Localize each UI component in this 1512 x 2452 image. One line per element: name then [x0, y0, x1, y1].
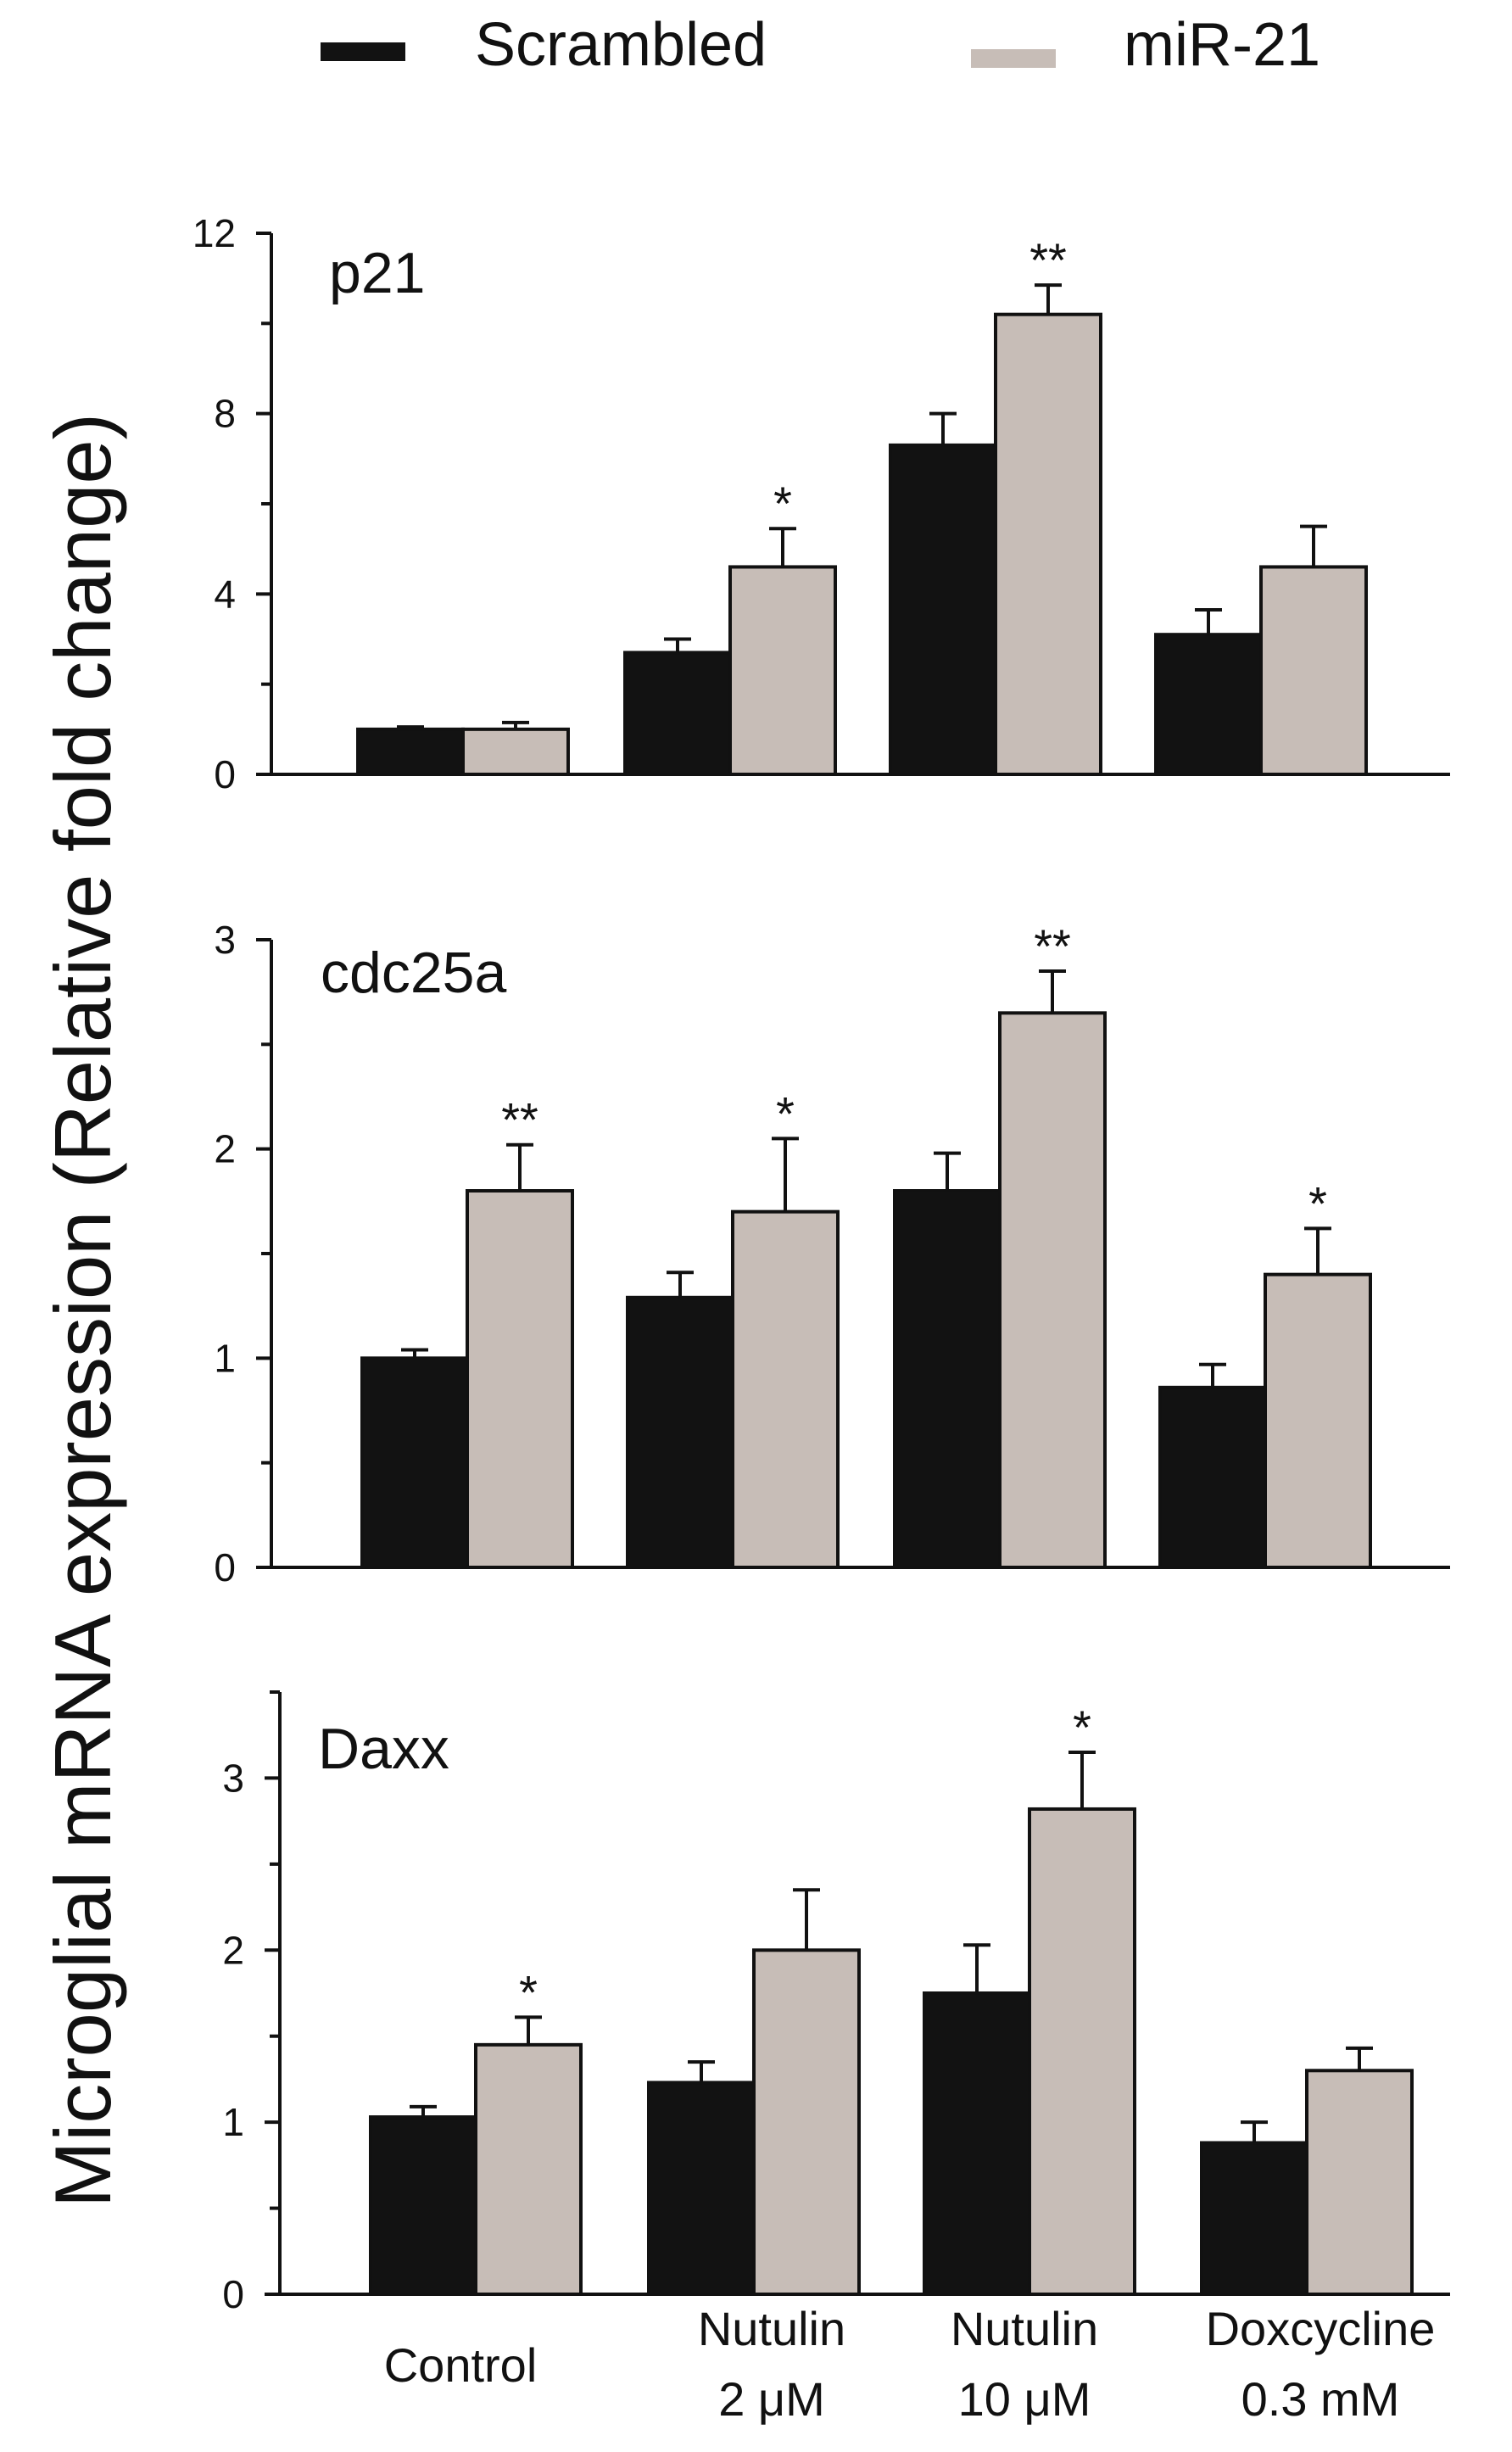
significance-cdc25a-nutulin-2-m: * [776, 1086, 795, 1140]
x-category-nutulin-10-line2: 10 μM [958, 2372, 1091, 2426]
bar-p21-mir21-nutulin-2-m [728, 565, 837, 777]
significance-cdc25a-control: ** [501, 1093, 538, 1147]
y-tick-label-daxx-1: 1 [222, 2100, 244, 2144]
y-tick-label-daxx-2: 2 [222, 1928, 244, 1972]
bar-cdc25a-mir21-nutulin-2-m [731, 1209, 840, 1569]
bar-cdc25a-scrambled-nutulin-2-m [626, 1295, 734, 1570]
x-category-labels: Control Nutulin 2 μM Nutulin 10 μM Doxcy… [384, 2302, 1436, 2426]
x-category-nutulin-10-line1: Nutulin [951, 2302, 1098, 2355]
y-tick-label-p21-4: 4 [214, 572, 236, 616]
legend-swatch-scrambled [321, 42, 405, 61]
y-tick-label-daxx-0: 0 [222, 2272, 244, 2316]
bar-cdc25a-scrambled-nutulin-10-m [893, 1189, 1001, 1569]
significance-daxx-control: * [519, 1965, 538, 2019]
significance-p21-nutulin-2-m: * [773, 477, 792, 530]
bar-p21-scrambled-nutulin-2-m [623, 651, 732, 777]
bar-cdc25a-scrambled-control [360, 1356, 469, 1570]
legend: Scrambled miR-21 [321, 11, 1320, 79]
panel-title-daxx: Daxx [318, 1717, 449, 1781]
bar-cdc25a-mir21-control [466, 1189, 574, 1569]
bar-p21-mir21-doxcycline-0-3-mm [1259, 565, 1368, 777]
significance-cdc25a-nutulin-10-m: ** [1034, 919, 1071, 973]
bar-daxx-scrambled-doxcycline-0-3-mm [1200, 2141, 1308, 2296]
bar-p21-mir21-nutulin-10-m [994, 312, 1102, 776]
bar-daxx-mir21-control [474, 2042, 583, 2297]
legend-label-scrambled: Scrambled [475, 11, 767, 79]
y-tick-label-cdc25a-2: 2 [214, 1127, 236, 1171]
y-tick-label-cdc25a-3: 3 [214, 918, 236, 962]
panel-daxx: * * 0 1 2 3 Daxx [222, 1690, 1450, 2316]
bar-daxx-mir21-doxcycline-0-3-mm [1305, 2069, 1414, 2296]
x-category-nutulin-2-line1: Nutulin [698, 2302, 845, 2355]
panel-title-p21: p21 [329, 241, 425, 305]
legend-label-mir21: miR-21 [1124, 11, 1320, 79]
x-category-doxcycline-line2: 0.3 mM [1241, 2372, 1400, 2426]
bar-cdc25a-scrambled-doxcycline-0-3-mm [1158, 1385, 1267, 1570]
bar-daxx-mir21-nutulin-10-m [1028, 1807, 1136, 2296]
y-tick-label-cdc25a-1: 1 [214, 1336, 236, 1380]
bar-daxx-scrambled-control [369, 2115, 477, 2296]
y-tick-label-p21-12: 12 [192, 211, 236, 255]
y-tick-label-daxx-3: 3 [222, 1756, 244, 1800]
x-category-doxcycline-line1: Doxcycline [1206, 2302, 1436, 2355]
y-tick-label-p21-8: 8 [214, 392, 236, 436]
bar-daxx-scrambled-nutulin-2-m [647, 2081, 756, 2296]
bar-p21-scrambled-nutulin-10-m [889, 443, 997, 777]
panel-title-cdc25a: cdc25a [321, 941, 506, 1005]
bar-daxx-scrambled-nutulin-10-m [923, 1991, 1031, 2296]
y-axis-label: Microglial mRNA expression (Relative fol… [38, 413, 127, 2208]
bar-cdc25a-mir21-nutulin-10-m [998, 1011, 1107, 1570]
bar-cdc25a-mir21-doxcycline-0-3-mm [1264, 1272, 1372, 1569]
y-tick-label-cdc25a-0: 0 [214, 1545, 236, 1589]
bar-p21-scrambled-doxcycline-0-3-mm [1154, 633, 1263, 777]
legend-swatch-mir21 [971, 49, 1056, 68]
bar-p21-mir21-control [461, 727, 570, 776]
x-category-nutulin-2-line2: 2 μM [718, 2372, 825, 2426]
significance-cdc25a-doxcycline-0-3-mm: * [1308, 1176, 1327, 1230]
y-tick-label-p21-0: 0 [214, 752, 236, 796]
x-category-control: Control [384, 2338, 538, 2392]
bar-p21-scrambled-control [356, 727, 465, 776]
significance-p21-nutulin-10-m: ** [1029, 233, 1067, 287]
bar-daxx-mir21-nutulin-2-m [752, 1948, 861, 2296]
significance-daxx-nutulin-10-m: * [1073, 1701, 1091, 1754]
